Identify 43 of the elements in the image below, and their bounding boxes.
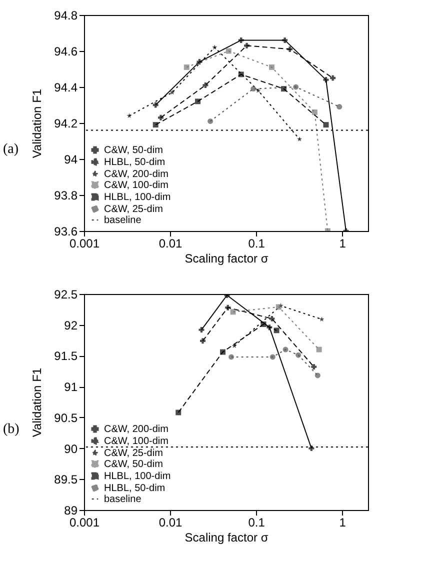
x-tick-label: 0.001	[69, 516, 100, 530]
legend-label: C&W, 25-dim	[104, 204, 163, 215]
x-tick-label: 0.001	[69, 236, 100, 250]
y-tick-label: 91	[64, 380, 78, 394]
y-tick-label: 94.6	[54, 44, 78, 58]
legend-label: baseline	[104, 494, 142, 505]
x-tick-label: 1	[339, 236, 346, 250]
y-tick-label: 89.5	[54, 472, 78, 487]
y-tick-label: 90.5	[54, 410, 78, 425]
x-axis-title: Scaling factor σ	[184, 252, 269, 266]
text: (a)	[3, 142, 19, 158]
legend-label: C&W, 200-dim	[104, 424, 168, 435]
x-tick-label: 1	[339, 516, 346, 530]
legend-label: C&W, 50-dim	[104, 459, 163, 470]
y-tick-label: 93.6	[54, 224, 78, 238]
y-tick-label: 92	[64, 318, 78, 332]
y-tick-label: 93.8	[54, 188, 78, 202]
legend-label: HLBL, 100-dim	[104, 471, 171, 482]
x-tick-label: 0.1	[248, 516, 266, 530]
legend-label: HLBL, 50-dim	[104, 483, 166, 494]
x-tick-label: 0.1	[248, 236, 266, 250]
x-axis-title: Scaling factor σ	[184, 530, 269, 544]
x-tick-label: 0.01	[158, 236, 183, 250]
legend-label: baseline	[104, 215, 142, 226]
legend-label: C&W, 25-dim	[104, 448, 163, 459]
y-axis-title: Validation F1	[30, 88, 44, 158]
y-tick-label: 94.8	[54, 8, 78, 22]
y-tick-label: 94.2	[54, 116, 78, 130]
y-tick-label: 94	[64, 152, 78, 166]
x-tick-label: 0.01	[158, 516, 183, 530]
y-tick-label: 91.5	[54, 349, 78, 364]
y-tick-label: 89	[64, 504, 78, 518]
legend-label: C&W, 50-dim	[104, 145, 163, 156]
legend-label: HLBL, 100-dim	[104, 192, 171, 203]
legend-label: C&W, 200-dim	[104, 169, 168, 180]
text: (b)	[3, 422, 20, 438]
y-tick-label: 90	[64, 442, 78, 456]
legend-label: HLBL, 50-dim	[104, 157, 166, 168]
legend-label: C&W, 100-dim	[104, 180, 168, 191]
legend-label: C&W, 100-dim	[104, 436, 168, 447]
y-tick-label: 92.5	[54, 288, 78, 302]
y-tick-label: 94.4	[54, 80, 78, 94]
y-axis-title: Validation F1	[30, 368, 44, 438]
